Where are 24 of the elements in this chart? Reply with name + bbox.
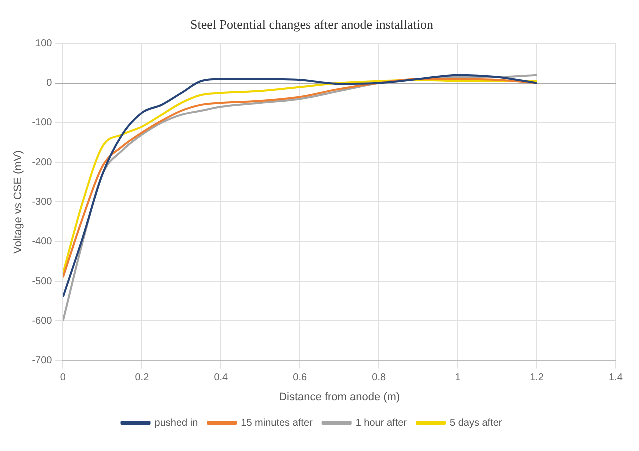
y-tick-label: -300 [32, 196, 53, 208]
x-tick-label: 1.2 [530, 372, 544, 384]
x-axis-title: Distance from anode (m) [279, 391, 400, 404]
x-tick-label: 0.6 [293, 372, 308, 384]
x-tick-label: 1 [455, 372, 462, 384]
y-axis-title: Voltage vs CSE (mV) [12, 150, 25, 254]
y-tick-label: 100 [36, 38, 53, 50]
y-tick-label: -100 [32, 118, 53, 129]
chart-title: Steel Potential changes after anode installation [190, 17, 434, 32]
y-tick-label: -400 [32, 236, 53, 248]
legend-label: 1 hour after [356, 418, 408, 429]
y-tick-label: -600 [32, 316, 53, 327]
x-tick-label: 0.4 [214, 372, 229, 384]
y-tick-label: -200 [32, 157, 53, 168]
legend-label: 15 minutes after [241, 418, 314, 429]
x-tick-label: 0.2 [135, 372, 150, 384]
y-tick-label: 0 [46, 78, 53, 89]
y-tick-label: -700 [32, 356, 53, 367]
y-tick-label: -500 [32, 276, 53, 288]
x-tick-label: 0 [60, 372, 66, 384]
x-tick-label: 1.4 [609, 372, 624, 384]
x-tick-label: 0.8 [372, 372, 386, 384]
legend-label: pushed in [154, 418, 198, 429]
legend-label: 5 days after [450, 418, 503, 429]
